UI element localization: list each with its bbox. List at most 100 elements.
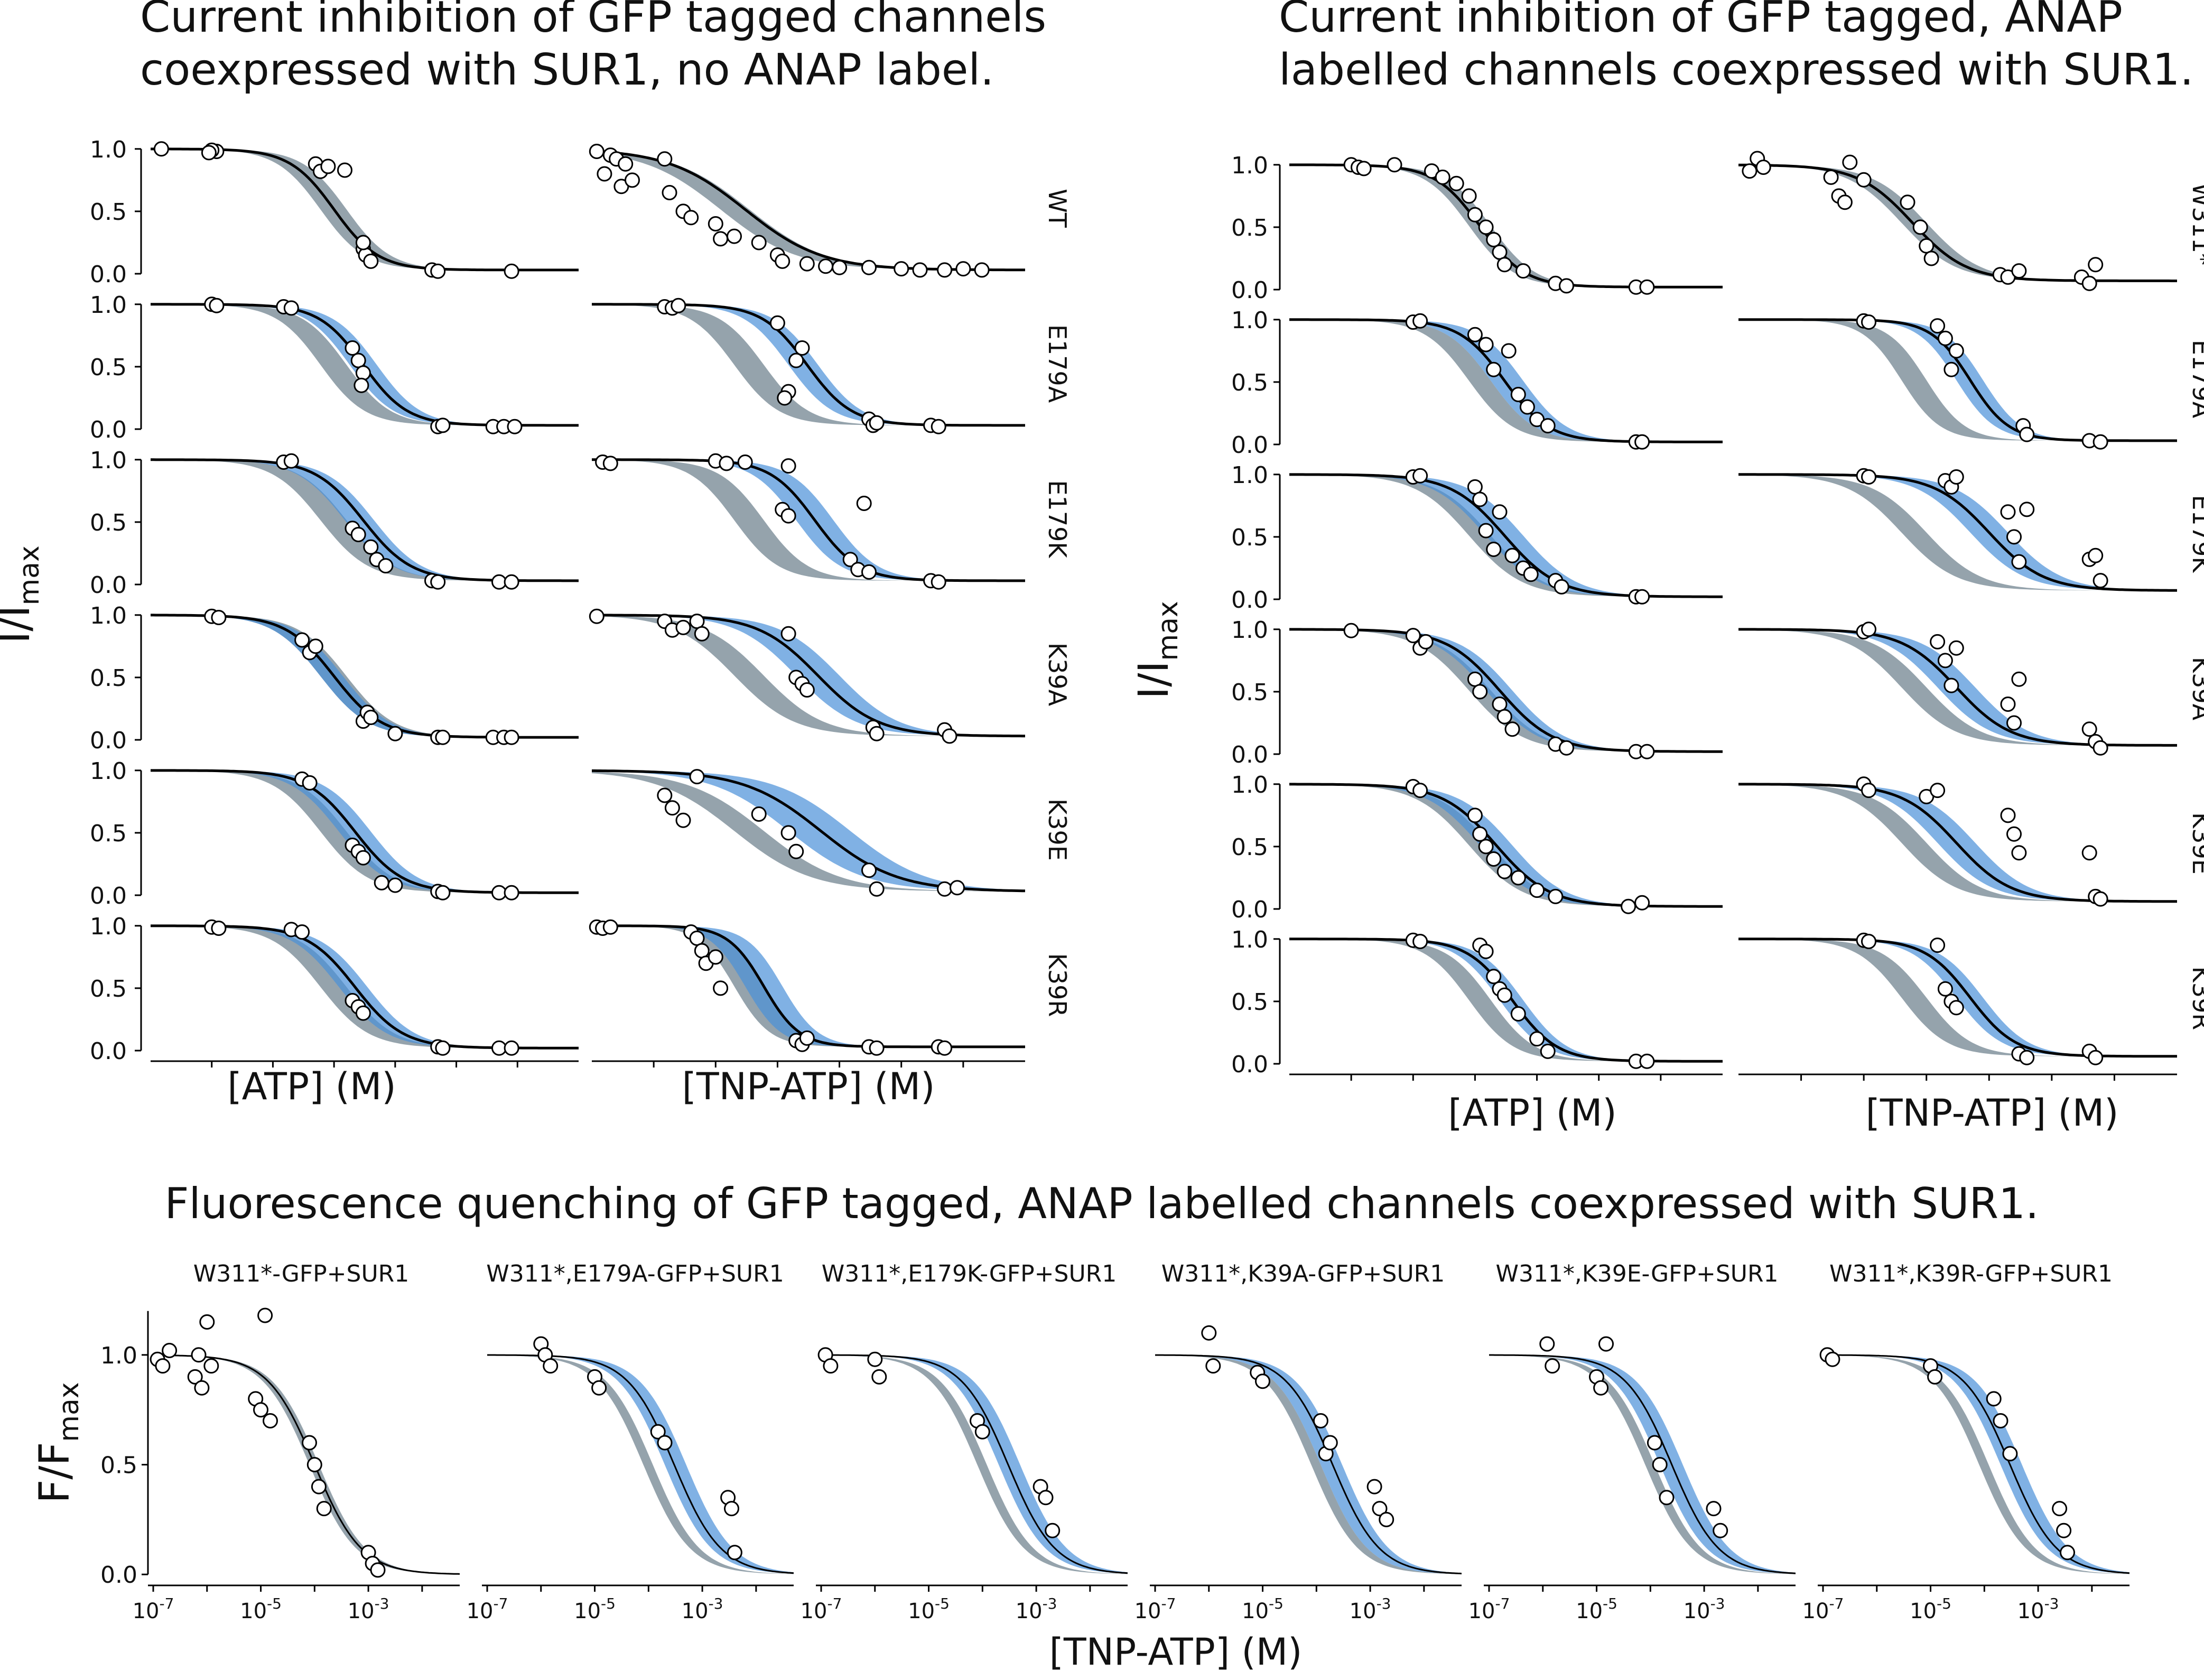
x-tick-base: 10 [908,1599,935,1623]
data-point [2060,1545,2075,1561]
data-point [751,235,767,250]
plot-area [1155,1354,1462,1575]
plot-area [151,458,579,582]
data-point [363,539,379,555]
fit-curve [592,303,1025,427]
data-point [780,458,796,474]
plot-area [1489,1354,1796,1574]
x-tick-base: 10 [1350,1599,1377,1623]
data-point [1515,263,1531,279]
row-label: K39R [1043,953,1072,1017]
data-point [1545,1358,1560,1374]
y-tick-label: 1.0 [90,602,127,629]
data-point [345,340,360,356]
data-point [777,390,793,406]
data-point [1412,468,1428,484]
data-point [187,1369,203,1385]
panel-no-anap: Current inhibition of GFP tagged channel… [0,0,1072,1108]
plot-area [1738,473,2177,592]
data-point [2011,263,2027,279]
data-point [937,1040,953,1056]
y-axis-label: I/Imax [1130,601,1184,699]
fit-curve [592,458,1025,582]
data-point [1492,504,1508,520]
data-point [1593,1380,1609,1396]
wt-confidence-band [592,772,1025,892]
data-point [1621,898,1636,914]
x-tick-label: 10-7 [1134,1595,1176,1623]
y-tick-label: 0.0 [1231,896,1268,923]
wt-confidence-band [592,151,1025,270]
y-tick-label: 0.5 [90,509,127,536]
data-point [861,564,877,580]
data-point [435,885,451,901]
panel-title-line: labelled channels coexpressed with SUR1. [1279,45,2193,95]
x-tick-base: 10 [1576,1599,1603,1623]
data-point [1861,783,1876,799]
subplot-w311-col0: 0.0 0.5 1.0 [1231,152,1723,304]
data-point [618,156,634,172]
x-tick-label: 10-3 [1684,1595,1725,1623]
subplot-e179k-col0: 0.0 0.5 1.0 [90,447,579,599]
data-point [1948,343,1964,359]
wt-confidence-band [1738,629,2177,746]
x-tick-exponent: -3 [1710,1595,1725,1612]
data-point [507,419,523,434]
fit-curve [1489,1354,1796,1574]
data-point [1486,851,1502,867]
subplot-e179k-col0: 0.0 0.5 1.0 [1231,462,1723,614]
row-label: K39E [1043,799,1072,861]
data-point [2011,671,2027,687]
data-point [162,1343,178,1358]
row-label: K39A [1043,643,1072,707]
data-point [387,877,403,893]
plot-area [1738,783,2177,903]
y-tick-label: 0.5 [90,199,127,226]
x-tick-base: 10 [1468,1599,1495,1623]
data-point [775,253,791,269]
x-tick-base: 10 [2017,1599,2044,1623]
plot-area [821,1354,1128,1574]
data-point [708,216,723,231]
data-point [713,980,729,996]
data-point [1948,1000,1964,1016]
data-point [1478,219,1494,235]
data-point [1467,327,1483,342]
data-point [211,610,227,625]
y-tick-label: 0.0 [100,1562,137,1589]
plot-area [592,303,1025,427]
data-point [1467,671,1483,687]
data-point [1405,628,1421,644]
data-point [308,638,323,654]
y-tick-label: 0.5 [100,1452,137,1479]
data-point [1659,1490,1675,1506]
data-point [201,145,217,161]
x-tick-label: 10-5 [908,1595,950,1623]
data-point [867,1351,883,1367]
data-point [1948,640,1964,656]
data-point [869,881,885,897]
fit-curve [1155,1354,1462,1575]
data-point [283,300,299,316]
y-tick-label: 0.5 [1231,679,1268,706]
data-point [283,453,299,469]
data-point [1937,330,1953,346]
data-point [2081,721,2097,737]
x-tick-base: 10 [1242,1599,1269,1623]
data-point [737,454,753,470]
data-point [1412,313,1428,329]
data-point [355,850,371,866]
data-point [316,1501,332,1517]
subplot-k39e-col0: 0.0 0.5 1.0 [1231,772,1723,923]
subplot-k39a-col1 [1738,621,2177,756]
row-label: E179A [2187,340,2204,419]
x-tick-base: 10 [682,1599,709,1623]
y-tick-label: 0.5 [1231,989,1268,1016]
subplot-e179a-col0: 0.0 0.5 1.0 [1231,307,1723,459]
data-point [664,800,680,816]
data-point [2052,1501,2068,1517]
panel-fluorescence-quenching: Fluorescence quenching of GFP tagged, AN… [31,1179,2129,1674]
